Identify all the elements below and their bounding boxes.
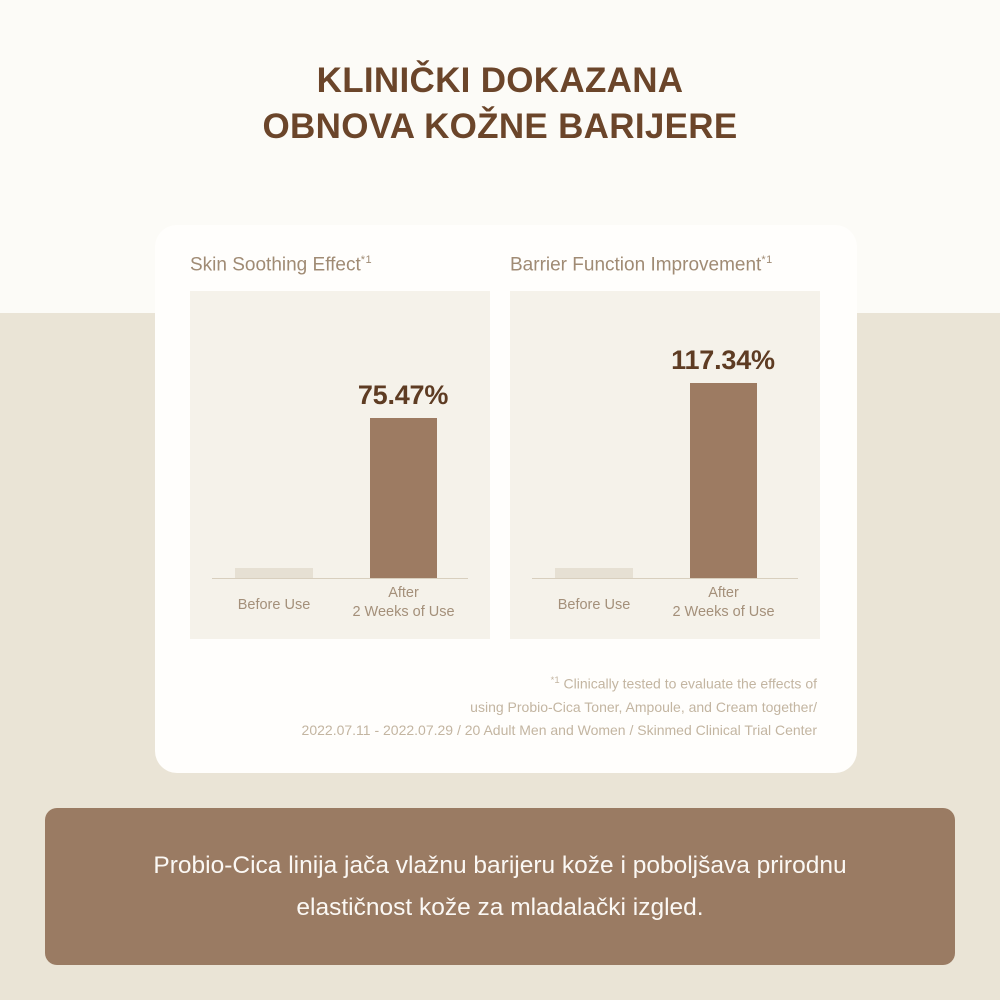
category-label-before-line1: Before Use <box>237 597 311 614</box>
bar-value-after: 117.34% <box>671 345 775 376</box>
summary-banner-text: Probio-Cica linija jača vlažnu barijeru … <box>60 845 940 929</box>
summary-banner-line2: elastičnost kože za mladalački izgled. <box>296 893 704 921</box>
page-title-line1: KLINIČKI DOKAZANA <box>316 61 684 100</box>
axis-baseline <box>532 578 798 580</box>
chart-title: Barrier Function Improvement*1 <box>510 248 820 277</box>
chart-panel: 75.47% Before Use After 2 Weeks of Use <box>190 291 490 640</box>
chart-title-text: Barrier Function Improvement <box>510 254 762 276</box>
chart-title: Skin Soothing Effect*1 <box>190 248 490 277</box>
category-label-after-line1: After <box>708 585 739 602</box>
bar-after-use <box>370 418 437 579</box>
chart-panel: 117.34% Before Use After 2 Weeks of Use <box>510 291 820 640</box>
bar-value-after: 75.47% <box>357 380 449 411</box>
chart-skin-soothing-effect: Skin Soothing Effect*1 75.47% Before Use… <box>190 248 490 640</box>
axis-baseline <box>212 578 468 580</box>
chart-barrier-function-improvement: Barrier Function Improvement*1 117.34% B… <box>510 248 820 640</box>
footnote-line2: using Probio-Cica Toner, Ampoule, and Cr… <box>470 698 817 715</box>
category-label-after-line2: 2 Weeks of Use <box>352 604 455 621</box>
category-label-before-line1: Before Use <box>557 597 631 614</box>
category-label-before: Before Use <box>534 596 654 615</box>
category-label-after-line1: After <box>388 585 419 602</box>
footnote-line1: *1 Clinically tested to evaluate the eff… <box>195 669 817 696</box>
footnote-line3: 2022.07.11 - 2022.07.29 / 20 Adult Men a… <box>301 721 817 738</box>
bar-before-use <box>235 568 313 579</box>
plot-area: 75.47% <box>190 291 490 580</box>
page-title-line2: OBNOVA KOŽNE BARIJERE <box>262 107 738 146</box>
plot-area: 117.34% <box>510 291 820 580</box>
category-label-after-line2: 2 Weeks of Use <box>672 604 775 621</box>
summary-banner: Probio-Cica linija jača vlažnu barijeru … <box>45 808 955 965</box>
category-label-after: After 2 Weeks of Use <box>658 584 789 622</box>
summary-banner-line1: Probio-Cica linija jača vlažnu barijeru … <box>153 851 847 879</box>
bar-after-use <box>690 383 757 579</box>
footnote-line1-text: Clinically tested to evaluate the effect… <box>559 675 817 692</box>
results-card: Skin Soothing Effect*1 75.47% Before Use… <box>155 225 857 773</box>
chart-title-superscript: *1 <box>761 254 773 266</box>
page-title: KLINIČKI DOKAZANA OBNOVA KOŽNE BARIJERE <box>0 58 1000 150</box>
footnote-superscript: *1 <box>550 675 560 686</box>
category-label-after: After 2 Weeks of Use <box>338 584 469 622</box>
chart-title-superscript: *1 <box>360 254 373 266</box>
bar-before-use <box>555 568 633 579</box>
footnote: *1 Clinically tested to evaluate the eff… <box>195 669 817 742</box>
chart-title-text: Skin Soothing Effect <box>190 254 361 276</box>
category-label-before: Before Use <box>214 596 334 615</box>
